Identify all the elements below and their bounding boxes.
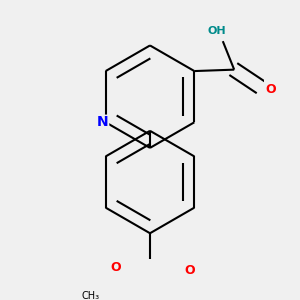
Text: O: O <box>266 83 277 96</box>
Text: OH: OH <box>208 26 226 36</box>
Text: O: O <box>110 261 121 274</box>
Text: O: O <box>184 264 195 277</box>
Text: N: N <box>97 115 109 129</box>
Text: CH₃: CH₃ <box>81 291 99 300</box>
